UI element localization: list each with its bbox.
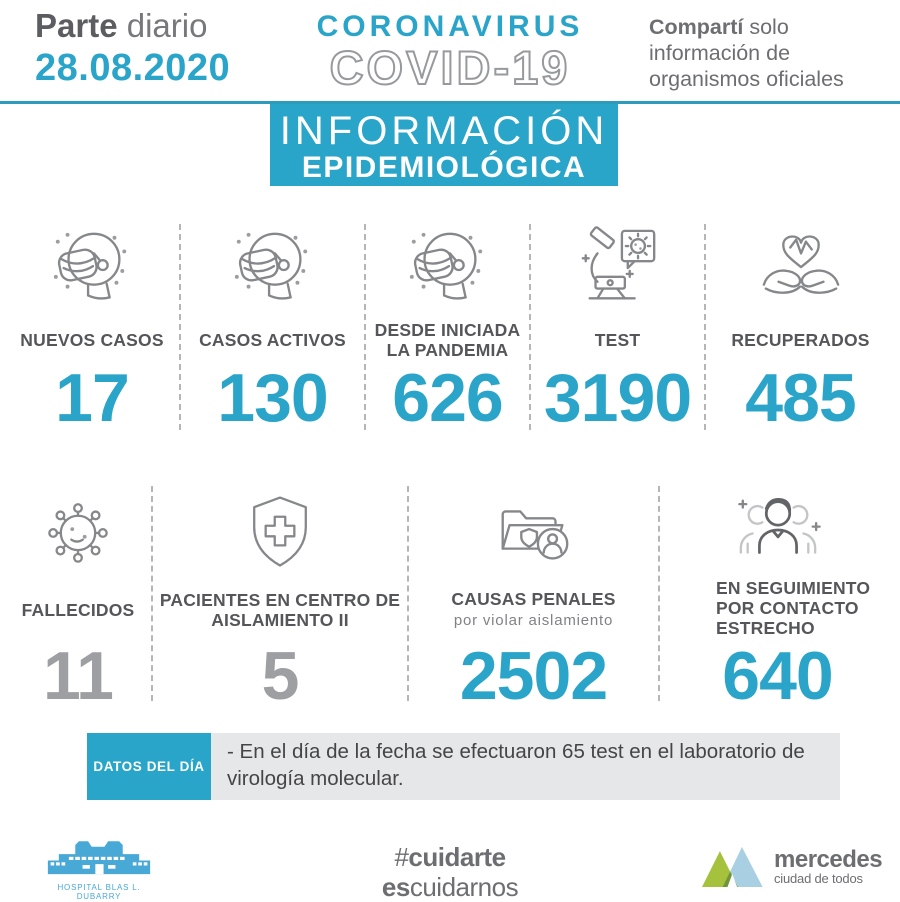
stat-value: 626 bbox=[392, 360, 503, 436]
mask-face-icon bbox=[11, 224, 173, 316]
title-covid19: COVID-19 bbox=[329, 41, 571, 94]
section-banner: INFORMACIÓN EPIDEMIOLÓGICA bbox=[270, 104, 618, 186]
share-notice-line1: solo bbox=[743, 15, 789, 39]
stat-label: RECUPERADOS bbox=[731, 330, 870, 350]
hospital-name: HOSPITAL BLAS L. DUBARRY bbox=[57, 883, 141, 901]
hashtag-symbol: # bbox=[394, 842, 409, 872]
stats-row-2: FALLECIDOS 11 PACIENTES EN CENTRO DE AIS… bbox=[5, 486, 895, 710]
report-title: Parte diario bbox=[35, 7, 230, 44]
report-title-rest: diario bbox=[117, 7, 208, 44]
hashtag-word1: cuidarte bbox=[408, 842, 506, 872]
stat-value: 130 bbox=[217, 360, 328, 436]
virus-icon bbox=[11, 486, 145, 578]
hashtag-word2-rest: cuidarnos bbox=[409, 872, 519, 902]
report-date: 28.08.2020 bbox=[35, 47, 231, 90]
main-title-block: CORONAVIRUS COVID-19 bbox=[292, 10, 608, 94]
stat-value: 485 bbox=[745, 360, 856, 436]
legal-folder-icon bbox=[415, 486, 652, 578]
stat-causas-penales: CAUSAS PENALES por violar aislamiento 25… bbox=[409, 486, 660, 710]
share-notice-line2: información de bbox=[649, 41, 791, 65]
daily-note-badge: DATOS DEL DÍA bbox=[87, 733, 211, 800]
share-notice-bold: Compartí bbox=[649, 15, 744, 39]
stat-value: 5 bbox=[261, 638, 300, 714]
brand-name: mercedes bbox=[774, 845, 883, 873]
header-divider bbox=[0, 101, 900, 104]
hospital-logo: HOSPITAL BLAS L. DUBARRY bbox=[36, 834, 162, 901]
campaign-hashtag: #cuidarte escuidarnos bbox=[330, 842, 570, 902]
hashtag-word2-bold: es bbox=[381, 872, 410, 902]
mask-face-icon bbox=[372, 224, 523, 316]
stat-label: TEST bbox=[594, 330, 641, 350]
stat-sublabel: por violar aislamiento bbox=[453, 612, 614, 629]
daily-note: DATOS DEL DÍA - En el día de la fecha se… bbox=[87, 733, 840, 800]
stat-value: 2502 bbox=[459, 638, 608, 714]
contact-people-icon bbox=[666, 486, 889, 578]
stat-label: CAUSAS PENALES por violar aislamiento bbox=[415, 578, 652, 642]
stat-test: TEST 3190 bbox=[531, 224, 706, 436]
stat-desde-pandemia: DESDE INICIADA LA PANDEMIA 626 bbox=[366, 224, 531, 436]
stat-recuperados: RECUPERADOS 485 bbox=[706, 224, 895, 436]
stat-casos-activos: CASOS ACTIVOS 130 bbox=[181, 224, 366, 436]
stat-fallecidos: FALLECIDOS 11 bbox=[5, 486, 153, 710]
stat-contacto-estrecho: EN SEGUIMIENTO POR CONTACTO ESTRECHO 640 bbox=[660, 486, 895, 710]
mercedes-m-icon bbox=[702, 847, 763, 887]
report-title-bold: Parte bbox=[35, 7, 118, 44]
stat-label-main: CAUSAS PENALES bbox=[451, 589, 616, 609]
stat-pacientes-aislamiento: PACIENTES EN CENTRO DE AISLAMIENTO II 5 bbox=[153, 486, 409, 710]
banner-line1: INFORMACIÓN bbox=[279, 109, 609, 153]
stat-label: PACIENTES EN CENTRO DE AISLAMIENTO II bbox=[159, 590, 401, 630]
brand-tagline: ciudad de todos bbox=[774, 870, 863, 886]
stat-label: DESDE INICIADA LA PANDEMIA bbox=[374, 320, 521, 360]
stat-label: NUEVOS CASOS bbox=[20, 330, 164, 350]
mask-face-icon bbox=[187, 224, 358, 316]
banner-line2: EPIDEMIOLÓGICA bbox=[301, 151, 587, 184]
daily-note-text: - En el día de la fecha se efectuaron 65… bbox=[211, 733, 840, 800]
hospital-building-icon bbox=[47, 841, 151, 875]
stat-value: 3190 bbox=[543, 360, 692, 436]
report-title-block: Parte diario 28.08.2020 bbox=[35, 7, 231, 90]
mercedes-logo: mercedes ciudad de todos bbox=[702, 845, 883, 889]
stat-nuevos-casos: NUEVOS CASOS 17 bbox=[5, 224, 181, 436]
shield-cross-icon bbox=[159, 486, 401, 578]
stat-label: CASOS ACTIVOS bbox=[199, 330, 346, 350]
stat-value: 11 bbox=[43, 638, 114, 714]
stats-row-1: NUEVOS CASOS 17 CASOS ACTIVOS 130 bbox=[5, 224, 895, 436]
share-notice-line3: organismos oficiales bbox=[649, 67, 844, 91]
stat-label: EN SEGUIMIENTO POR CONTACTO ESTRECHO bbox=[716, 578, 871, 638]
title-coronavirus: CORONAVIRUS bbox=[316, 10, 584, 43]
stat-value: 640 bbox=[722, 638, 833, 714]
microscope-test-icon bbox=[537, 224, 698, 316]
share-notice: Compartí solo información de organismos … bbox=[649, 14, 844, 92]
stat-value: 17 bbox=[55, 360, 130, 436]
hands-heartbeat-icon bbox=[712, 224, 889, 316]
stat-label: FALLECIDOS bbox=[21, 600, 135, 620]
